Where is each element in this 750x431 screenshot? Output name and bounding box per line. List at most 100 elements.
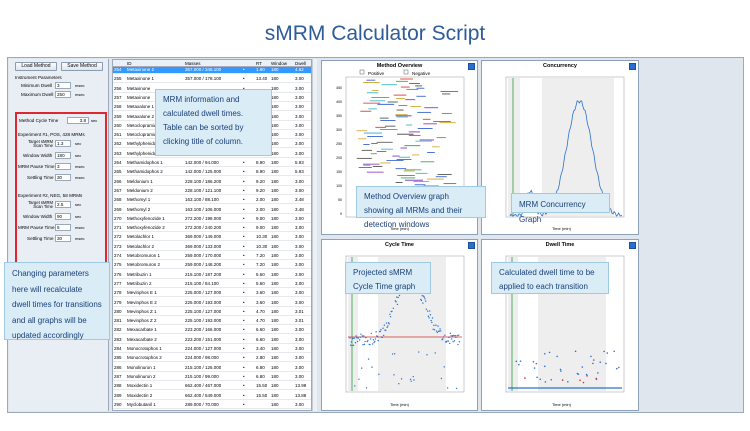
column-header-dwell[interactable]: Dwell: [295, 61, 307, 66]
cycle-point: [418, 351, 420, 353]
table-row[interactable]: 287 Monolinuron 2 215.100 / 99.000 • 6.80 180…: [113, 374, 311, 381]
table-row[interactable]: 254 Metaxinone 2 357.000 / 345.100 • 1.80 180…: [113, 67, 311, 74]
dwell-point: [536, 376, 538, 379]
table-row[interactable]: 272 Metolachlor 1 369.000 / 149.000 • 10.30 1…: [113, 234, 311, 242]
table-cell: •: [243, 355, 245, 361]
table-cell: 3.00: [295, 280, 304, 286]
table-cell: •: [243, 346, 245, 351]
cycle-point: [349, 344, 352, 346]
table-cell: Methylphenidate: [127, 141, 161, 147]
column-header-rt[interactable]: RT: [256, 61, 262, 66]
table-row[interactable]: 273 Metolachlor 2 369.000 / 133.000 • 10.30 1…: [113, 244, 311, 251]
dwell-time-title: Dwell Time: [545, 242, 575, 248]
table-row[interactable]: 288 Moxidectin 1 662.400 / 467.000 • 15.50 18…: [113, 383, 311, 391]
cycle-point: [379, 330, 381, 333]
cycle-point: [385, 329, 387, 332]
dwell-point: [533, 367, 536, 369]
table-cell: 289: [114, 392, 122, 398]
table-cell: 180: [271, 336, 279, 342]
table-row[interactable]: 265 Methamidophos 2 142.000 / 125.000 • 8.90…: [113, 169, 311, 177]
table-row[interactable]: 275 Metobromuron 2 259.000 / 148.200 • 7.20 1…: [113, 262, 311, 270]
table-cell: 180: [271, 215, 279, 221]
minimum-dwell-field[interactable]: 3: [55, 82, 71, 89]
table-cell: 279: [114, 299, 122, 305]
cycle-point: [374, 340, 376, 343]
y-tick-label: 450: [336, 86, 342, 90]
table-cell: 180: [271, 364, 279, 370]
maximum-dwell-field[interactable]: 250: [55, 91, 71, 98]
table-row[interactable]: 277 Metribuzin 2 215.100 / 84.100 • 5.60 180 3…: [113, 280, 311, 288]
expand-overview-button[interactable]: [468, 63, 475, 70]
table-row[interactable]: 274 Metobromuron 1 259.000 / 170.000 • 7.20 1…: [113, 253, 311, 260]
table-cell: 283: [114, 336, 122, 342]
table-row[interactable]: 268 Methomyl 1 163.100 / 88.100 • 2.00 180 3.4…: [113, 197, 311, 205]
table-cell: 180: [271, 206, 279, 212]
table-cell: Monolinuron 1: [127, 364, 156, 370]
exp2-pause-field[interactable]: 5: [55, 224, 71, 231]
table-row[interactable]: 282 Mexacarbate 1 223.200 / 166.000 • 6.60 18…: [113, 327, 311, 335]
column-header-id[interactable]: ID: [127, 61, 132, 66]
table-row[interactable]: 276 Metribuzin 1 215.100 / 187.200 • 5.60 180…: [113, 272, 311, 279]
exp1-pause-field[interactable]: 3: [55, 163, 71, 170]
exp2-window-field[interactable]: 90: [55, 213, 71, 220]
table-row[interactable]: 264 Methamidophos 1 142.000 / 94.000 • 8.90 1…: [113, 160, 311, 167]
table-row[interactable]: 279 Mevinphos E 2 225.000 / 193.000 • 3.60 18…: [113, 299, 311, 307]
exp1-scan-time-field[interactable]: 1.3: [55, 140, 71, 147]
table-row[interactable]: 278 Mevinphos E 1 225.000 / 127.000 • 3.60 18…: [113, 290, 311, 298]
column-header-window[interactable]: Window: [271, 61, 288, 66]
table-cell: 3.00: [295, 150, 304, 156]
exp1-pause-unit: msec: [75, 164, 85, 169]
table-cell: •: [243, 253, 245, 258]
exp1-settling-field[interactable]: 30: [55, 174, 71, 181]
table-row[interactable]: 271 Methoxyfenozide 2 272.200 / 240.200 • 9.…: [113, 225, 311, 233]
cycle-point: [442, 336, 445, 338]
cycle-point: [398, 383, 400, 385]
table-cell: 180: [271, 132, 279, 138]
cycle-point: [435, 330, 438, 332]
cycle-point: [396, 303, 399, 306]
table-row[interactable]: 280 Mevinphos Z 1 225.100 / 127.000 • 4.70 18…: [113, 309, 311, 316]
params-callout: Changing parameters here will recalculat…: [4, 262, 110, 340]
cycle-point: [429, 314, 432, 316]
expand-concurrency-button[interactable]: [629, 63, 636, 70]
cycle-point: [371, 366, 373, 368]
cycle-point: [367, 339, 369, 342]
cycle-point: [360, 367, 363, 369]
table-cell: 3.00: [295, 104, 304, 110]
table-cell: 224.000 / 98.000: [185, 355, 219, 361]
table-row[interactable]: 290 Myclobutanil 1 289.000 / 70.000 • 180 3.0…: [113, 401, 311, 409]
table-cell: Methamidophos 2: [127, 169, 163, 175]
table-row[interactable]: 284 Monocrotophos 1 224.000 / 127.000 • 3.40…: [113, 346, 311, 353]
table-cell: Methoxyfenozide 1: [127, 215, 165, 221]
save-method-button[interactable]: Save Method: [61, 62, 103, 71]
table-cell: 282: [114, 327, 122, 333]
method-cycle-time-field[interactable]: 3.8: [67, 117, 89, 124]
cycle-point: [371, 343, 374, 345]
table-row[interactable]: 270 Methoxyfenozide 1 272.200 / 198.000 • 9.…: [113, 215, 311, 223]
table-cell: Metoclopramide: [127, 132, 160, 138]
table-row[interactable]: 283 Mexacarbate 2 223.200 / 151.000 • 6.60 18…: [113, 336, 311, 344]
table-row[interactable]: 285 Monocrotophos 2 224.000 / 98.000 • 2.80 1…: [113, 355, 311, 363]
expand-dwell-button[interactable]: [629, 242, 636, 249]
column-header-masses[interactable]: Masses: [185, 61, 201, 66]
load-method-button[interactable]: Load Method: [15, 62, 57, 71]
table-row[interactable]: 281 Mevinphos Z 2 225.100 / 193.000 • 4.70 18…: [113, 318, 311, 326]
table-scrollbar[interactable]: [312, 59, 317, 411]
table-cell: Mevinphos E 1: [127, 290, 157, 296]
cycle-point: [357, 337, 359, 339]
table-cell: Metribuzin 2: [127, 280, 152, 286]
table-row[interactable]: 286 Monolinuron 1 215.100 / 126.000 • 6.80 18…: [113, 364, 311, 372]
exp2-settling-field[interactable]: 30: [55, 235, 71, 242]
y-tick-label: 200: [336, 156, 342, 160]
table-row[interactable]: 266 Meldonium 1 228.100 / 186.200 • 9.20 180 3…: [113, 179, 311, 186]
y-tick-label: 400: [336, 100, 342, 104]
table-row[interactable]: 289 Moxidectin 2 662.400 / 549.000 • 15.50 18…: [113, 392, 311, 400]
table-row[interactable]: 269 Methomyl 2 163.100 / 106.000 • 2.00 180 3.…: [113, 206, 311, 214]
exp1-window-field[interactable]: 180: [55, 152, 71, 159]
expand-cycle-button[interactable]: [468, 242, 475, 249]
exp2-scan-time-field[interactable]: 2.5: [55, 201, 71, 208]
table-row[interactable]: 267 Meldonium 2 228.100 / 121.100 • 9.20 180 3…: [113, 188, 311, 195]
table-row[interactable]: 255 Metaxinone 1 357.000 / 178.100 • 13.40 18…: [113, 76, 311, 84]
table-cell: 290: [114, 401, 122, 407]
cycle-point: [392, 307, 395, 309]
